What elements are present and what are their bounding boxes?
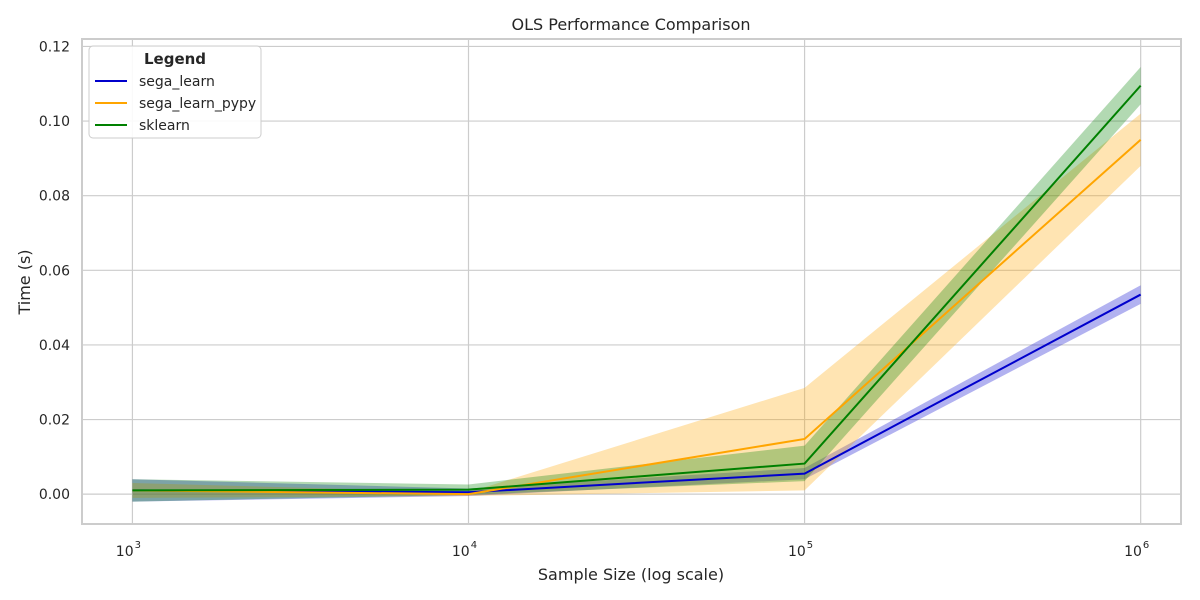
y-tick-label: 0.10	[39, 114, 70, 130]
y-axis-label: Time (s)	[15, 249, 34, 315]
y-tick-label: 0.02	[39, 413, 70, 429]
y-tick-label: 0.00	[39, 487, 70, 503]
series-line-sega_learn_pypy	[132, 138, 1142, 496]
legend-box	[88, 45, 262, 139]
y-tick-label: 0.04	[39, 338, 70, 354]
y-tick-label: 0.06	[39, 263, 70, 279]
legend-label-sklearn: sklearn	[139, 118, 190, 134]
confidence-band-sega_learn_pypy	[132, 113, 1141, 498]
chart-title: OLS Performance Comparison	[511, 15, 750, 34]
y-tick-label: 0.08	[39, 189, 70, 205]
y-axis-ticks: 0.00 0.02 0.04 0.06 0.08 0.10 0.12	[39, 39, 70, 503]
series-line-sklearn	[132, 84, 1142, 492]
legend-label-sega_learn_pypy: sega_learn_pypy	[139, 96, 256, 112]
plot-frame	[81, 38, 1182, 525]
legend-label-sega_learn: sega_learn	[139, 74, 215, 90]
y-tick-label: 0.12	[39, 39, 70, 55]
legend-title: Legend	[144, 50, 206, 68]
x-axis-label: Sample Size (log scale)	[538, 565, 724, 584]
series-lines	[132, 84, 1142, 496]
confidence-bands	[132, 66, 1141, 502]
